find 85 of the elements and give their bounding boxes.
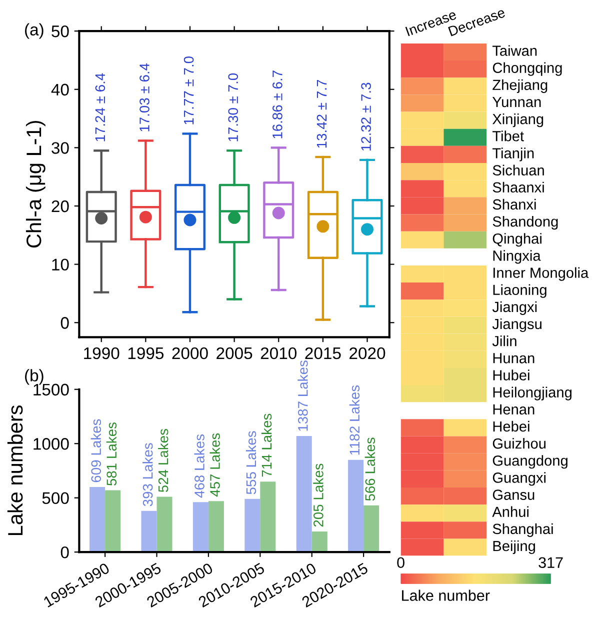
- bar: [141, 510, 157, 552]
- y-tick-label: Yunnan: [492, 96, 541, 108]
- y-tick-label: Shandong: [492, 216, 558, 230]
- y-axis-title: Lake numbers: [7, 405, 23, 536]
- annotation: 17.03 ± 6.4: [140, 63, 150, 132]
- y-tick-label: 500: [42, 492, 69, 504]
- y-tick-label: Tianjin: [492, 148, 534, 162]
- y-tick-label: Sichuan: [492, 164, 544, 176]
- x-tick-label: 2020: [350, 347, 386, 360]
- y-tick-label: 1500: [34, 384, 69, 396]
- annotation: 468 Lakes: [194, 434, 204, 498]
- annotation: 524 Lakes: [158, 428, 168, 492]
- annotation: 12.32 ± 7.3: [361, 82, 371, 151]
- y-tick-label: Heilongjiang: [493, 386, 572, 400]
- annotation: 205 Lakes: [313, 464, 324, 527]
- y-tick-label: Guangdong: [492, 455, 568, 469]
- annotation: 17.24 ± 6.4: [95, 73, 106, 142]
- annotation: 457 Lakes: [210, 433, 220, 497]
- y-tick-label: Qinghai: [492, 233, 542, 247]
- y-tick-label: Shanghai: [492, 523, 553, 537]
- y-axis-title: Chl-a (μg L-1): [26, 120, 46, 248]
- x-tick-label: 2000: [172, 347, 208, 360]
- y-tick-label: Chongqing: [492, 62, 562, 76]
- annotation: 17.77 ± 7.0: [184, 56, 194, 124]
- annotation: 17.30 ± 7.0: [228, 73, 238, 142]
- y-tick-label: Beijing: [493, 540, 535, 554]
- bar: [192, 502, 208, 552]
- y-tick-label: 40: [51, 84, 69, 96]
- y-tick-label: Ningxia: [493, 250, 541, 264]
- y-tick-label: Anhui: [492, 506, 528, 518]
- bar: [208, 501, 224, 552]
- bar: [105, 490, 121, 552]
- y-tick-label: Jiangxi: [492, 301, 537, 315]
- color-bar-title: Lake number: [402, 590, 490, 601]
- bar: [244, 498, 260, 552]
- annotation: 13.42 ± 7.7: [316, 80, 327, 148]
- y-tick-label: Hunan: [493, 353, 534, 364]
- y-tick-label: Inner Mongolia: [494, 267, 589, 281]
- annotation: 555 Lakes: [246, 431, 256, 494]
- annotation: 16.86 ± 6.7: [272, 70, 282, 138]
- color-bar-label: 317: [538, 557, 563, 568]
- bar: [90, 486, 106, 552]
- y-tick-label: Taiwan: [492, 45, 537, 56]
- y-tick-label: Tibet: [492, 130, 524, 142]
- bar: [364, 505, 380, 552]
- y-tick-label: 1000: [34, 438, 69, 450]
- x-tick-label: 2005: [216, 347, 252, 360]
- x-tick-label: 1990: [84, 347, 120, 360]
- y-tick-label: Shaanxi: [492, 182, 544, 193]
- bar: [312, 531, 328, 552]
- text: (a): [25, 23, 44, 39]
- annotation: 1182 Lakes: [349, 385, 360, 455]
- y-tick-label: 0: [60, 546, 69, 558]
- x-tick-label: 2010: [260, 347, 297, 360]
- y-tick-label: 20: [52, 200, 69, 212]
- annotation: 1387 Lakes: [298, 360, 308, 431]
- bar: [296, 436, 312, 552]
- x-tick-label: 1995: [128, 347, 164, 360]
- y-tick-label: Guizhou: [492, 438, 546, 449]
- text: (b): [25, 369, 44, 385]
- y-tick-label: 0: [60, 317, 69, 329]
- y-tick-label: Xinjiang: [492, 114, 544, 128]
- y-tick-label: Hebei: [493, 420, 530, 432]
- y-tick-label: Liaoning: [493, 284, 546, 298]
- annotation: 581 Lakes: [106, 422, 117, 486]
- x-tick-label: 2015: [305, 347, 341, 360]
- bar: [156, 496, 172, 552]
- annotation: 609 Lakes: [90, 419, 102, 482]
- y-tick-label: 50: [52, 25, 69, 38]
- annotation: 566 Lakes: [364, 438, 376, 501]
- y-tick-label: Gansu: [492, 490, 534, 500]
- y-tick-label: Zhejiang: [492, 79, 548, 93]
- bar: [348, 460, 364, 552]
- y-tick-label: 30: [52, 142, 69, 154]
- y-tick-label: 10: [52, 258, 69, 271]
- y-tick-label: Henan: [493, 404, 534, 415]
- y-tick-label: Hubei: [493, 370, 530, 380]
- color-bar-label: 0: [397, 557, 404, 568]
- annotation: 393 Lakes: [142, 443, 153, 506]
- y-tick-label: Jiangsu: [492, 318, 542, 332]
- y-tick-label: Shanxi: [492, 198, 536, 210]
- bar: [260, 482, 276, 552]
- y-tick-label: Jilin: [492, 336, 516, 346]
- annotation: 714 Lakes: [261, 414, 272, 477]
- y-tick-label: Guangxi: [492, 472, 546, 486]
